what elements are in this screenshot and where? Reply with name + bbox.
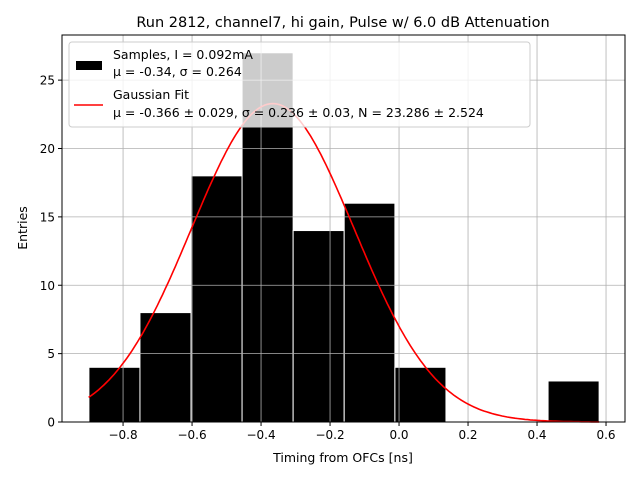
legend: Samples, I = 0.092mA μ = -0.34, σ = 0.26…	[68, 41, 531, 128]
gaussian-fit-line	[88, 102, 600, 423]
legend-fit-line2: μ = -0.366 ± 0.029, σ = 0.236 ± 0.03, N …	[113, 105, 484, 120]
legend-box	[68, 41, 531, 128]
y-tick-label: 5	[47, 347, 55, 361]
y-tick-label: 25	[40, 74, 55, 88]
x-tick-label: 0.0	[389, 428, 408, 442]
histogram-bar	[394, 366, 447, 423]
histogram-bar	[547, 380, 600, 423]
x-axis-label: Timing from OFCs [ns]	[272, 450, 413, 465]
axis-ticks: −0.8 −0.6 −0.4 −0.2 0.0 0.2 0.4 0.6 0 5 10 15 20 25	[40, 74, 616, 442]
y-tick-label: 15	[40, 210, 55, 224]
x-tick-label: −0.6	[177, 428, 206, 442]
x-tick-label: −0.4	[246, 428, 275, 442]
histogram-bar	[292, 230, 345, 423]
histogram-bar	[139, 312, 192, 423]
chart-title: Run 2812, channel7, hi gain, Pulse w/ 6.…	[136, 15, 549, 31]
x-tick-label: 0.6	[596, 428, 615, 442]
y-tick-label: 10	[40, 279, 55, 293]
legend-samples-swatch	[76, 61, 102, 70]
x-tick-label: 0.4	[527, 428, 546, 442]
histogram-bar	[343, 202, 396, 423]
histogram-bar	[88, 366, 141, 423]
y-axis-label: Entries	[15, 206, 30, 250]
legend-fit-line1: Gaussian Fit	[113, 87, 189, 102]
histogram-bars	[88, 52, 600, 423]
x-tick-label: −0.2	[315, 428, 344, 442]
x-tick-label: 0.2	[458, 428, 477, 442]
y-tick-label: 0	[47, 416, 55, 430]
legend-samples-line1: Samples, I = 0.092mA	[113, 47, 253, 62]
y-tick-label: 20	[40, 142, 55, 156]
x-tick-label: −0.8	[108, 428, 137, 442]
legend-samples-line2: μ = -0.34, σ = 0.264	[113, 64, 242, 79]
plot-frame	[61, 34, 626, 423]
